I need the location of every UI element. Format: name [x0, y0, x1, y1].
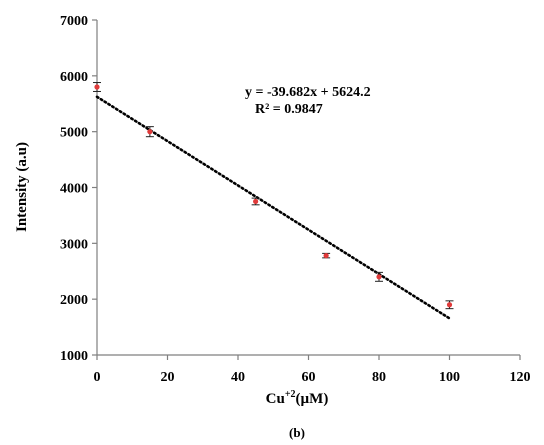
x-tick-label: 20	[161, 370, 175, 385]
y-tick-label: 2000	[60, 293, 88, 308]
point-marker	[94, 84, 100, 90]
data-point	[445, 300, 454, 310]
y-tick-label: 1000	[60, 349, 88, 364]
x-tick-label: 40	[231, 370, 245, 385]
x-tick-label: 60	[302, 370, 316, 385]
trendline	[95, 95, 451, 320]
y-tick-label: 7000	[60, 14, 88, 29]
y-tick-label: 3000	[60, 237, 88, 252]
x-tick-label: 0	[94, 370, 101, 385]
axes	[96, 20, 520, 356]
y-axis-title: Intensity (a.u)	[14, 142, 30, 232]
data-point	[145, 126, 154, 138]
data-point	[251, 197, 260, 206]
point-marker	[323, 253, 329, 259]
y-tick-label: 5000	[60, 126, 88, 141]
point-marker	[376, 274, 382, 280]
data-points	[93, 82, 454, 310]
x-axis-title-unit: (µM)	[296, 391, 329, 407]
equation-label: y = -39.682x + 5624.2	[245, 85, 371, 100]
x-ticks: 0 20 40 60 80 100 120	[94, 355, 531, 385]
r-squared-label: R² = 0.9847	[255, 102, 323, 117]
y-tick-label: 6000	[60, 70, 88, 85]
y-tick-label: 4000	[60, 182, 88, 197]
x-tick-label: 100	[439, 370, 460, 385]
data-point	[93, 82, 101, 92]
x-axis-title-superscript: +2	[285, 389, 296, 400]
point-marker	[147, 129, 153, 135]
x-tick-label: 80	[372, 370, 386, 385]
x-tick-label: 120	[510, 370, 531, 385]
x-axis-title: Cu+2(µM)	[266, 389, 329, 407]
y-ticks: 1000 2000 3000 4000 5000 6000 7000	[60, 14, 97, 364]
x-axis-title-base: Cu	[266, 391, 285, 407]
data-point	[322, 252, 331, 259]
point-marker	[446, 302, 453, 308]
data-point	[375, 271, 383, 282]
point-marker	[253, 198, 259, 205]
trendline-group	[95, 95, 451, 320]
panel-label: (b)	[289, 425, 305, 440]
